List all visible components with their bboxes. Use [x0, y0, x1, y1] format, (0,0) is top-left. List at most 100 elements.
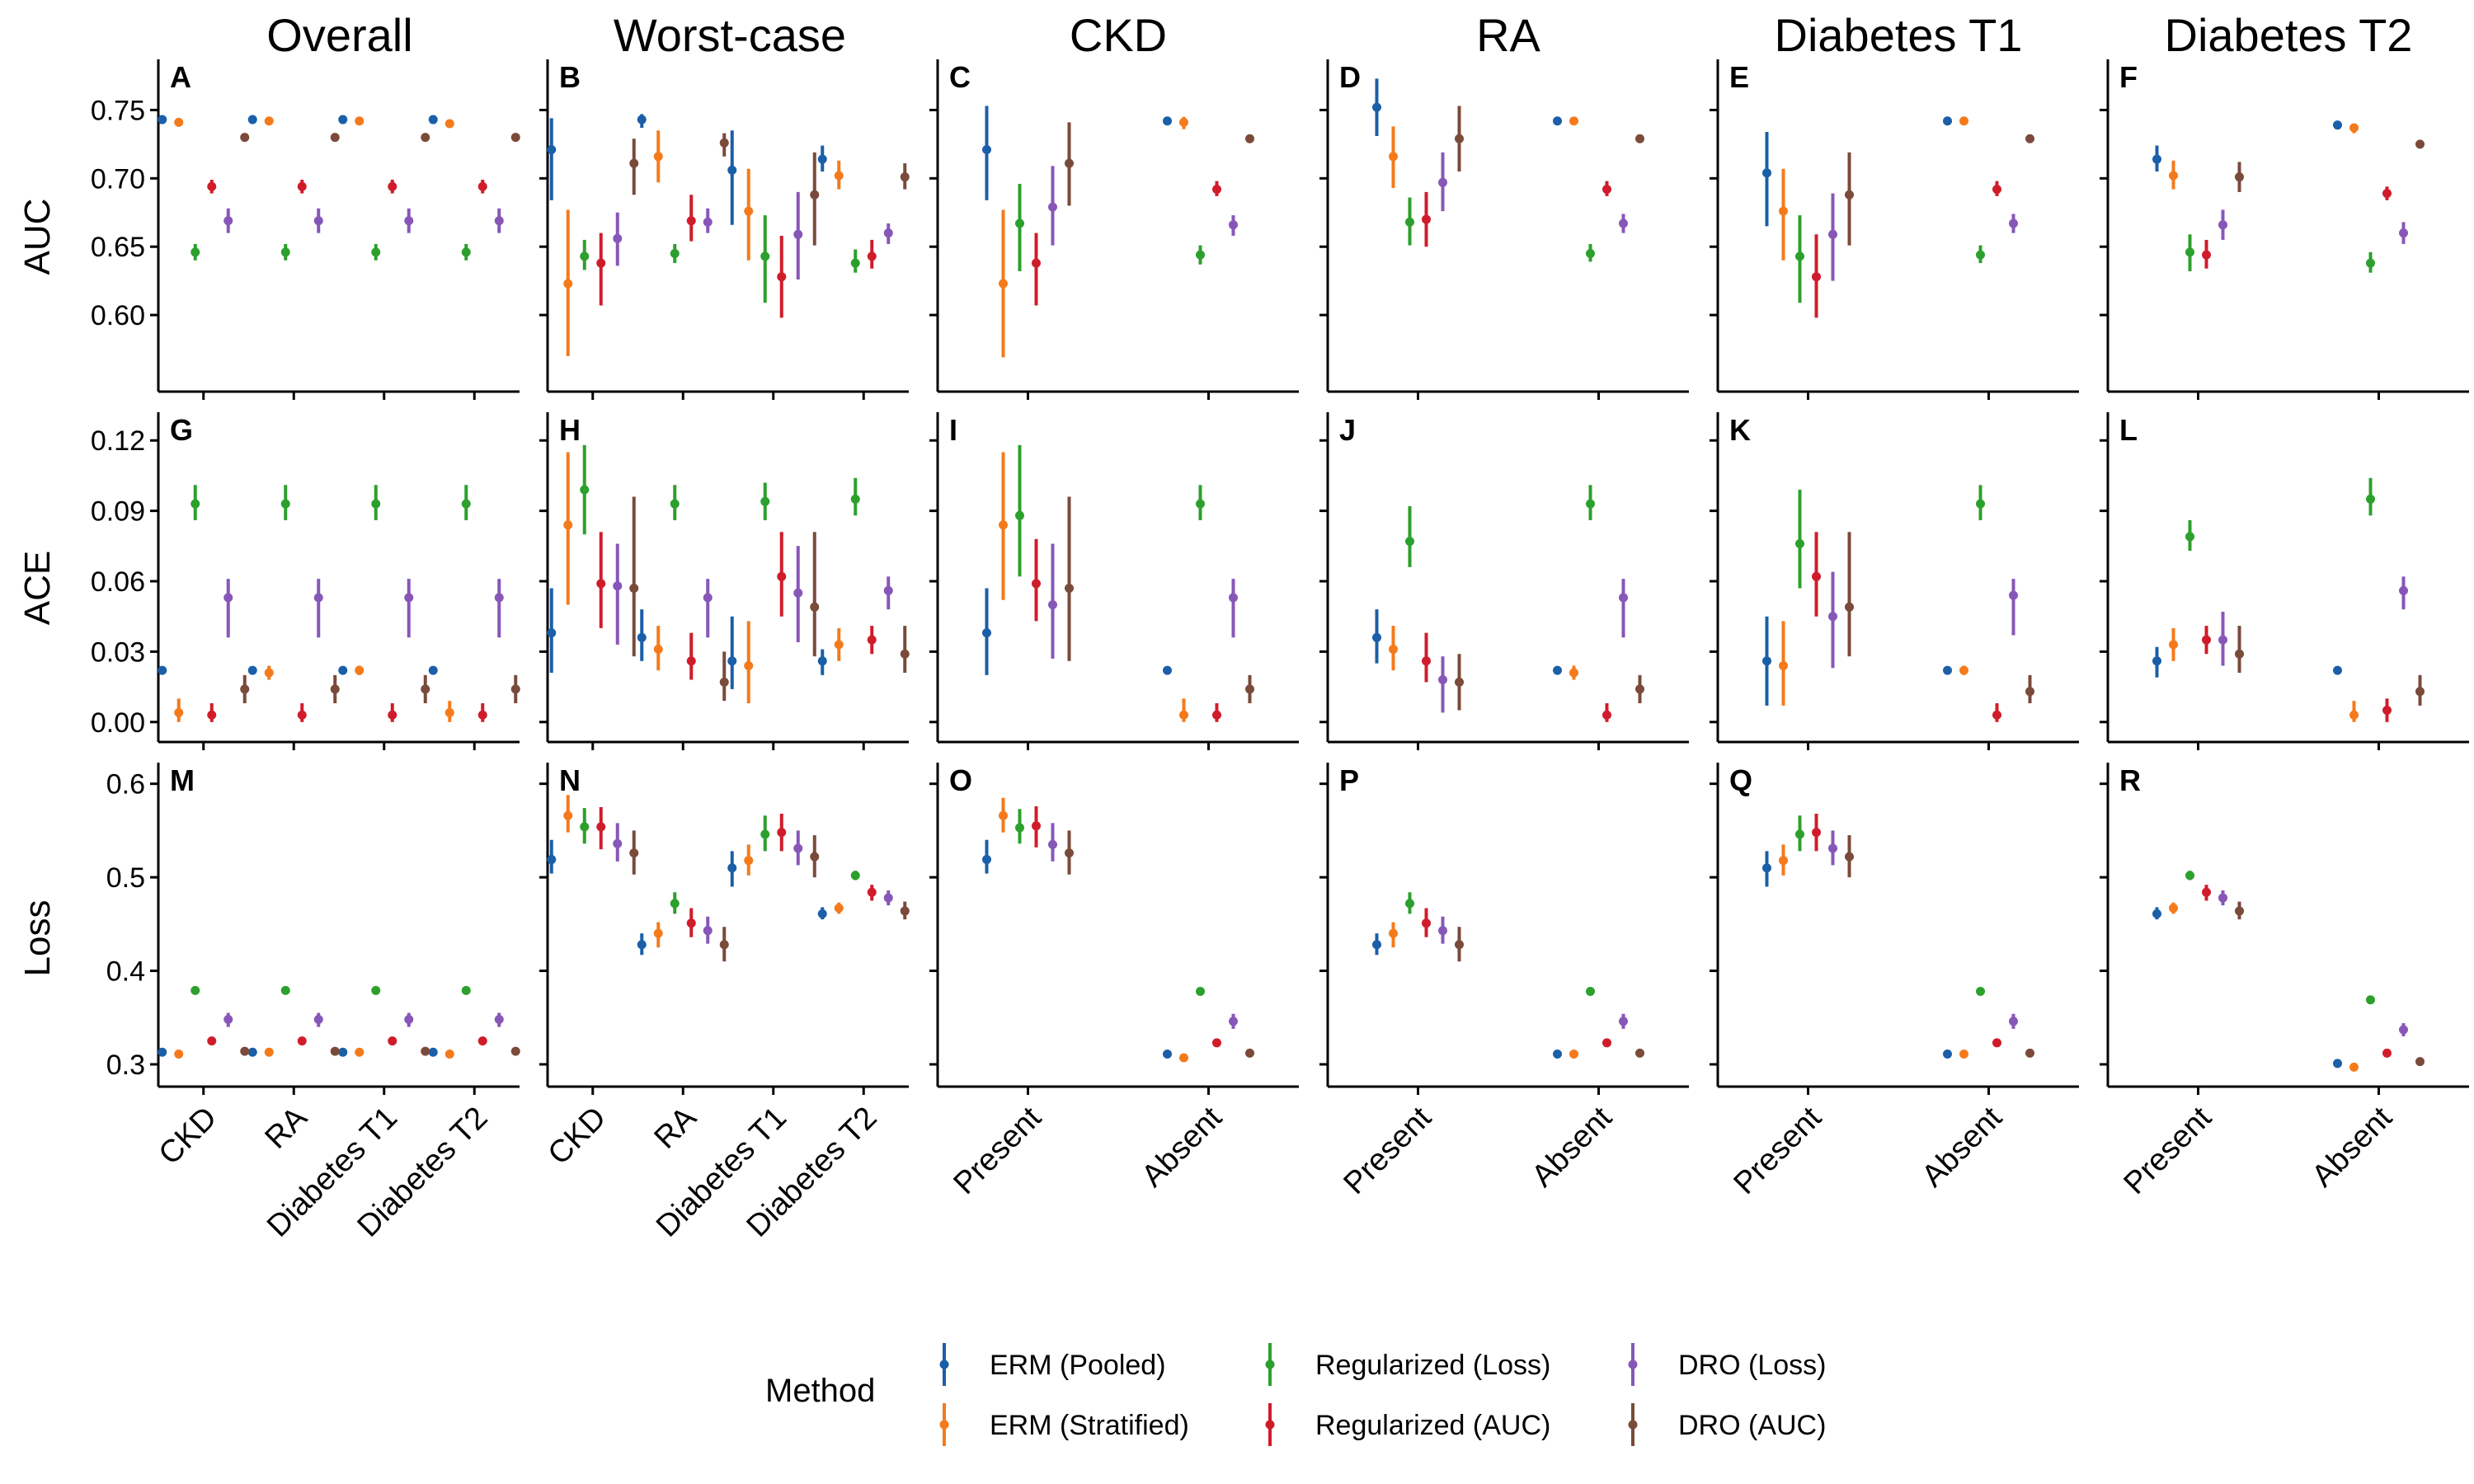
point-erm-pooled: [1553, 1050, 1562, 1059]
point-dro-loss: [2218, 220, 2227, 230]
point-regularized-auc: [1602, 185, 1611, 195]
point-regularized-auc: [686, 918, 696, 928]
point-dro-loss: [1619, 1017, 1628, 1026]
x-tick-label-absent: Absent: [1136, 1100, 1230, 1194]
point-erm-stratified: [1179, 710, 1188, 720]
panel-letter: R: [2119, 763, 2141, 797]
panel-e: E: [1710, 59, 2079, 400]
point-regularized-loss: [1405, 537, 1414, 547]
point-erm-pooled: [547, 145, 557, 155]
point-erm-pooled: [2333, 1059, 2342, 1068]
point-erm-stratified: [264, 668, 274, 678]
point-regularized-loss: [461, 985, 471, 995]
point-erm-stratified: [174, 1050, 184, 1059]
point-dro-auc: [1245, 1048, 1254, 1058]
point-erm-pooled: [158, 665, 167, 675]
x-tick-label-absent: Absent: [1526, 1100, 1620, 1194]
y-tick-label: 0.60: [91, 300, 145, 331]
point-regularized-loss: [2185, 247, 2194, 257]
point-dro-loss: [313, 216, 323, 226]
row-label-auc: AUC: [17, 199, 58, 275]
point-erm-stratified: [834, 904, 844, 913]
point-erm-pooled: [428, 115, 438, 124]
point-erm-stratified: [444, 1050, 454, 1059]
point-regularized-loss: [2366, 995, 2375, 1005]
y-tick-label: 0.12: [91, 425, 145, 457]
point-erm-stratified: [174, 707, 184, 717]
point-erm-stratified: [744, 856, 754, 866]
point-regularized-auc: [867, 251, 877, 261]
point-erm-pooled: [158, 115, 167, 124]
x-tick-label-ckd: CKD: [542, 1101, 613, 1172]
x-tick-label-ra: RA: [259, 1100, 314, 1155]
point-erm-stratified: [2349, 710, 2359, 720]
point-regularized-auc: [477, 1036, 487, 1046]
point-regularized-auc: [207, 1036, 217, 1046]
point-erm-pooled: [817, 154, 827, 164]
point-regularized-loss: [1015, 218, 1024, 228]
point-regularized-auc: [1422, 656, 1431, 666]
y-tick-label: 0.65: [91, 232, 145, 263]
point-dro-auc: [1635, 684, 1644, 694]
panel-b: B: [539, 59, 910, 400]
legend: Method ERM (Pooled) ERM (Stratified) Regul…: [765, 1343, 1826, 1446]
panel-k: K: [1710, 412, 2079, 750]
point-erm-stratified: [563, 279, 573, 289]
point-dro-auc: [719, 677, 729, 687]
point-regularized-auc: [2382, 706, 2392, 716]
point-regularized-loss: [280, 247, 290, 257]
point-dro-auc: [2235, 172, 2244, 182]
point-erm-stratified: [1569, 1050, 1578, 1059]
point-dro-loss: [2009, 1017, 2018, 1026]
point-regularized-auc: [1032, 258, 1041, 268]
point-dro-auc: [810, 190, 820, 200]
point-erm-stratified: [1779, 206, 1788, 216]
point-dro-auc: [900, 906, 910, 916]
point-erm-pooled: [817, 656, 827, 666]
point-regularized-auc: [207, 181, 217, 191]
point-regularized-loss: [280, 499, 290, 509]
point-dro-loss: [2399, 1025, 2408, 1035]
legend-key-point: [939, 1420, 949, 1430]
legend-key-point: [1628, 1360, 1638, 1369]
y-tick-label: 0.03: [91, 636, 145, 668]
point-regularized-loss: [2366, 258, 2375, 268]
point-regularized-loss: [2366, 494, 2375, 504]
point-erm-stratified: [1959, 116, 1968, 126]
point-regularized-auc: [207, 710, 217, 720]
legend-label: ERM (Pooled): [990, 1350, 1166, 1381]
point-regularized-loss: [760, 251, 770, 261]
y-tick-label: 0.06: [91, 566, 145, 598]
point-dro-loss: [793, 843, 803, 853]
x-tick-label-present: Present: [948, 1100, 1049, 1201]
point-regularized-loss: [190, 985, 200, 995]
column-title-overall: Overall: [266, 9, 412, 61]
point-erm-stratified: [744, 660, 754, 670]
point-erm-pooled: [1553, 665, 1562, 675]
point-regularized-loss: [1196, 499, 1205, 509]
point-regularized-auc: [297, 181, 307, 191]
point-dro-auc: [810, 602, 820, 612]
point-regularized-auc: [1812, 828, 1821, 838]
panel-letter: C: [949, 60, 971, 94]
point-erm-pooled: [982, 628, 991, 638]
point-dro-auc: [1845, 852, 1854, 862]
point-dro-auc: [1065, 158, 1074, 168]
y-tick-label: 0.75: [91, 95, 145, 126]
point-dro-auc: [240, 133, 250, 143]
point-dro-auc: [1065, 584, 1074, 594]
point-erm-pooled: [158, 1047, 167, 1057]
point-erm-stratified: [1179, 117, 1188, 127]
point-dro-loss: [883, 585, 893, 595]
point-regularized-loss: [1976, 987, 1985, 997]
legend-label: Regularized (AUC): [1315, 1410, 1550, 1441]
point-erm-stratified: [653, 645, 663, 655]
point-dro-auc: [1065, 848, 1074, 858]
point-erm-pooled: [338, 1047, 348, 1057]
point-regularized-loss: [1586, 987, 1595, 997]
point-regularized-loss: [1976, 250, 1985, 260]
x-tick-label-present: Present: [1728, 1100, 1829, 1201]
point-dro-auc: [2025, 687, 2034, 697]
point-dro-loss: [223, 593, 233, 603]
